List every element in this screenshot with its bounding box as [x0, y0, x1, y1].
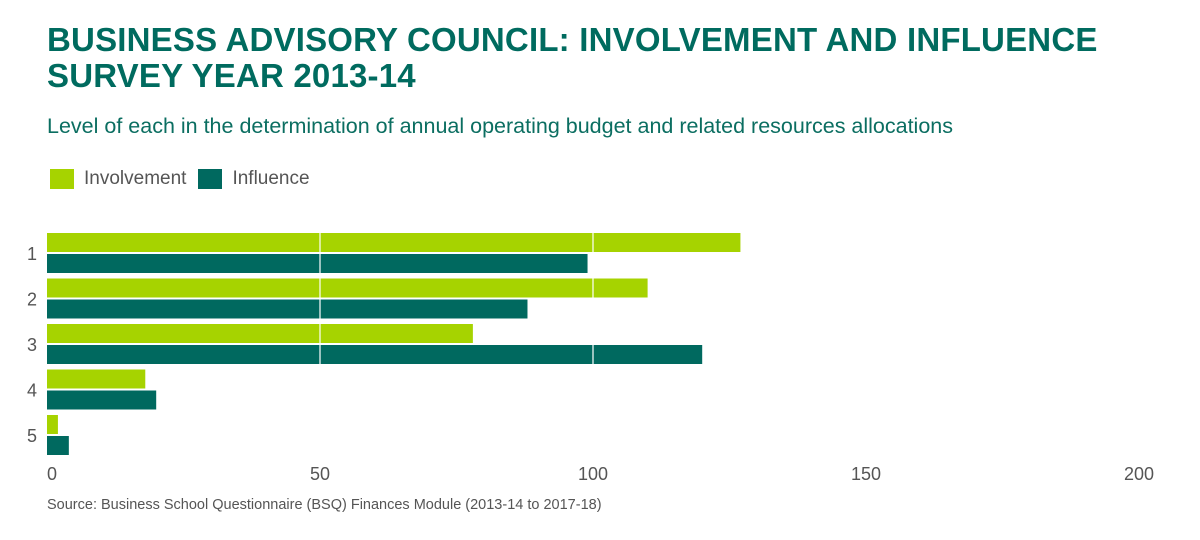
legend-swatch-involvement [50, 169, 74, 189]
bar-involvement-3 [47, 324, 473, 343]
bar-involvement-1 [47, 233, 741, 252]
legend-item-involvement: Involvement [50, 168, 186, 190]
y-tick-label-2: 2 [27, 290, 37, 310]
bar-involvement-2 [47, 278, 648, 298]
x-tick-label-200: 200 [1124, 464, 1154, 484]
chart-title: BUSINESS ADVISORY COUNCIL: INVOLVEMENT A… [47, 22, 1167, 94]
y-tick-label-1: 1 [27, 244, 37, 264]
title-line-2: SURVEY YEAR 2013-14 [47, 57, 416, 94]
legend-swatch-influence [198, 169, 223, 189]
x-tick-label-100: 100 [578, 464, 608, 484]
x-tick-label-0: 0 [47, 464, 57, 484]
y-tick-label-3: 3 [27, 335, 37, 355]
chart-subtitle: Level of each in the determination of an… [47, 114, 954, 138]
bar-involvement-4 [47, 369, 146, 389]
x-tick-label-150: 150 [851, 464, 881, 484]
source-note: Source: Business School Questionnaire (B… [47, 497, 602, 513]
bar-influence-4 [47, 390, 157, 410]
bar-influence-2 [47, 299, 528, 319]
legend: Involvement Influence [50, 168, 322, 190]
legend-label-influence: Influence [232, 168, 310, 189]
bar-influence-1 [47, 254, 588, 273]
legend-item-influence: Influence [198, 168, 310, 190]
title-line-1: BUSINESS ADVISORY COUNCIL: INVOLVEMENT A… [47, 21, 1098, 58]
bar-influence-3 [47, 345, 703, 364]
x-tick-label-50: 50 [310, 464, 330, 484]
legend-label-involvement: Involvement [84, 168, 187, 189]
y-tick-label-5: 5 [27, 426, 37, 446]
bar-involvement-5 [47, 415, 58, 434]
y-tick-label-4: 4 [27, 381, 37, 401]
bar-influence-5 [47, 436, 69, 455]
